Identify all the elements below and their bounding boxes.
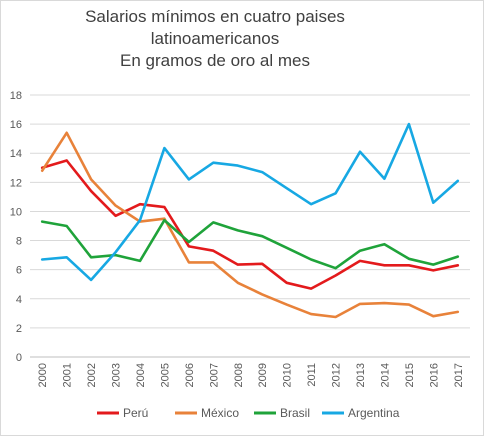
legend: Perú México Brasil Argentina bbox=[97, 406, 400, 420]
y-tick-label: 10 bbox=[10, 206, 22, 218]
series-line-perú bbox=[40, 159, 460, 290]
x-axis-ticks: 2000 2001 2002 2003 2004 2005 2006 2007 2008 2009… bbox=[37, 363, 465, 387]
y-tick-label: 18 bbox=[10, 90, 22, 102]
legend-label: Brasil bbox=[280, 406, 310, 420]
series-lines bbox=[40, 122, 460, 319]
x-tick-label: 2011 bbox=[306, 363, 318, 387]
x-tick-label: 2017 bbox=[453, 363, 465, 387]
x-tick-label: 2014 bbox=[379, 363, 391, 387]
y-tick-label: 8 bbox=[16, 236, 22, 248]
x-tick-label: 2013 bbox=[355, 363, 367, 387]
x-tick-label: 2007 bbox=[208, 363, 220, 387]
y-tick-label: 2 bbox=[16, 323, 22, 335]
series-line-argentina bbox=[40, 122, 460, 282]
grid-lines bbox=[30, 94, 470, 358]
x-tick-label: 2006 bbox=[184, 363, 196, 387]
legend-label: Argentina bbox=[348, 406, 400, 420]
y-tick-label: 6 bbox=[16, 265, 22, 277]
legend-label: México bbox=[201, 406, 239, 420]
y-tick-label: 0 bbox=[16, 352, 22, 364]
y-tick-label: 12 bbox=[10, 177, 22, 189]
x-tick-label: 2012 bbox=[331, 363, 343, 387]
series-line-méxico bbox=[40, 131, 460, 319]
chart-title-line-2: latinoamericanos bbox=[150, 29, 280, 48]
x-tick-label: 2016 bbox=[428, 363, 440, 387]
x-tick-label: 2015 bbox=[404, 363, 416, 387]
chart-title-line-1: Salarios mínimos en cuatro paises bbox=[85, 7, 345, 26]
x-tick-label: 2003 bbox=[111, 363, 123, 387]
x-tick-label: 2005 bbox=[159, 363, 171, 387]
legend-label: Perú bbox=[123, 406, 148, 420]
x-tick-label: 2001 bbox=[62, 363, 74, 387]
x-tick-label: 2002 bbox=[86, 363, 98, 387]
x-tick-label: 2008 bbox=[233, 363, 245, 387]
x-tick-label: 2000 bbox=[37, 363, 49, 387]
y-tick-label: 16 bbox=[10, 119, 22, 131]
y-axis-ticks: 0 2 4 6 8 10 12 14 16 18 bbox=[10, 90, 22, 364]
y-tick-label: 4 bbox=[16, 294, 22, 306]
chart-title-line-3: En gramos de oro al mes bbox=[120, 51, 310, 70]
y-tick-label: 14 bbox=[10, 148, 22, 160]
x-tick-label: 2010 bbox=[282, 363, 294, 387]
x-tick-label: 2004 bbox=[135, 363, 147, 387]
chart-title: Salarios mínimos en cuatro paises latino… bbox=[0, 6, 430, 72]
x-tick-label: 2009 bbox=[257, 363, 269, 387]
series-line-brasil bbox=[40, 218, 460, 270]
